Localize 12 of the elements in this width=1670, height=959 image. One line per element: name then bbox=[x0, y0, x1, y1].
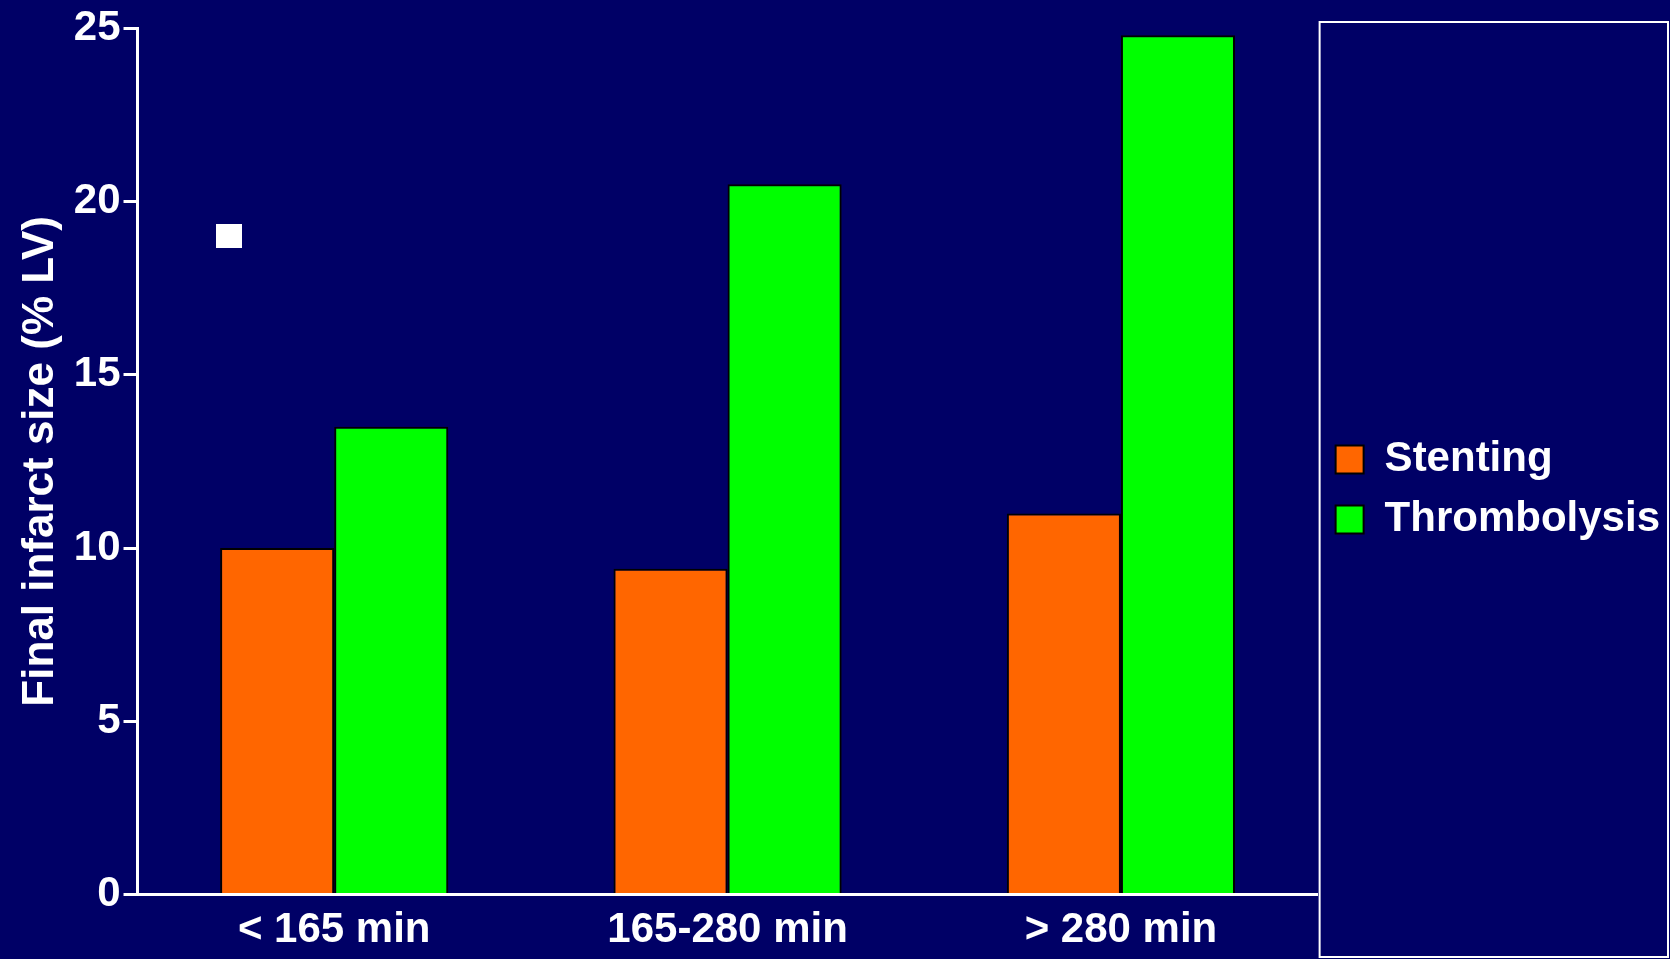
y-tick-label: 0 bbox=[97, 868, 121, 916]
x-tick-label: < 165 min bbox=[237, 904, 431, 952]
y-tick-label: 20 bbox=[73, 175, 121, 223]
y-tick-label: 25 bbox=[73, 1, 121, 49]
y-tick-label: 10 bbox=[73, 521, 121, 569]
y-tick-label: 5 bbox=[97, 694, 121, 742]
legend-label: Stenting bbox=[1384, 433, 1553, 481]
x-tick-label: > 280 min bbox=[1024, 904, 1218, 952]
y-tick-label: 15 bbox=[73, 348, 121, 396]
x-tick-label: 165-280 min bbox=[607, 904, 848, 952]
legend-label: Thrombolysis bbox=[1384, 493, 1661, 541]
y-axis-title: Final infarct size (% LV) bbox=[12, 216, 62, 707]
